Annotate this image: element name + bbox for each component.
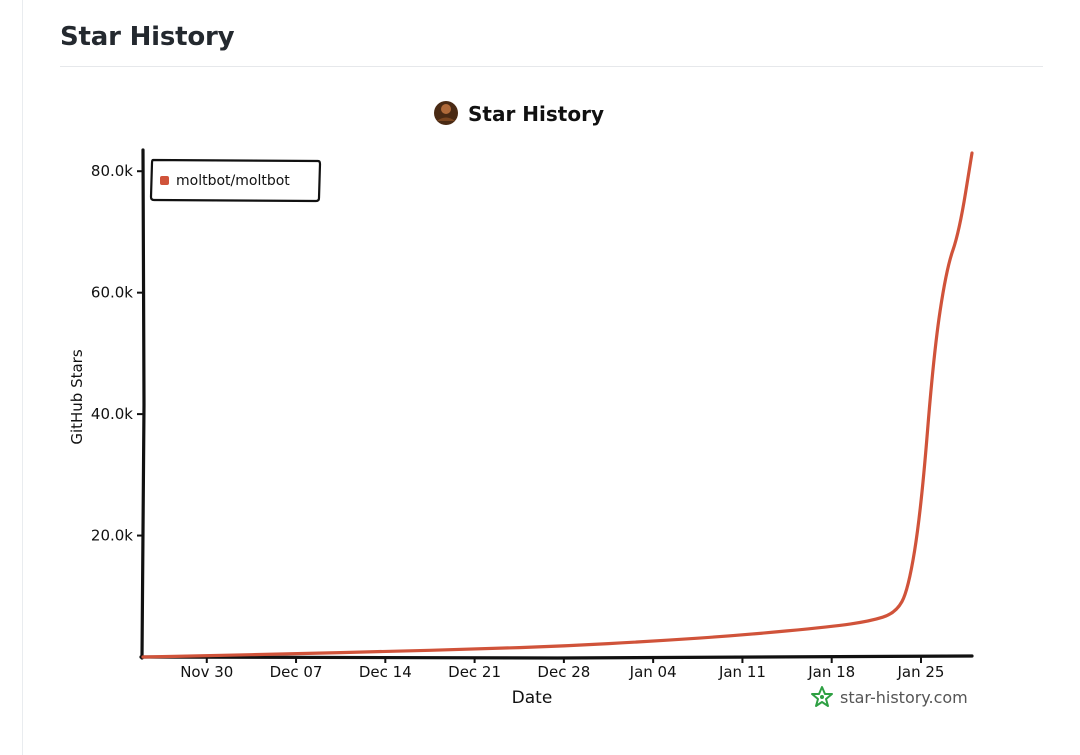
x-axis-line bbox=[139, 654, 974, 660]
legend-entry: moltbot/moltbot bbox=[176, 173, 290, 189]
series-line-moltbot bbox=[141, 151, 974, 659]
x-tick-label: Nov 30 bbox=[180, 663, 233, 681]
x-tick-label: Jan 18 bbox=[807, 663, 855, 681]
watermark[interactable]: star-history.com bbox=[811, 686, 968, 707]
x-tick-label: Dec 07 bbox=[270, 663, 323, 681]
x-tick-label: Jan 11 bbox=[718, 663, 766, 681]
owner-avatar-shoulders bbox=[437, 117, 455, 121]
x-tick-label: Dec 14 bbox=[359, 663, 412, 681]
x-tick-label: Jan 04 bbox=[629, 663, 677, 681]
y-tick-label: 80.0k bbox=[91, 162, 133, 180]
x-tick-label: Dec 28 bbox=[537, 663, 590, 681]
watermark-text: star-history.com bbox=[840, 688, 968, 707]
y-axis-ticks: 20.0k 40.0k 60.0k 80.0k bbox=[91, 162, 143, 545]
legend-box bbox=[149, 158, 322, 203]
heading-divider bbox=[60, 66, 1043, 67]
page-title: Star History bbox=[60, 22, 235, 52]
chart-title: Star History bbox=[468, 102, 604, 126]
chart-title-group: Star History bbox=[434, 101, 604, 126]
x-axis-ticks: Nov 30 Dec 07 Dec 14 Dec 21 Dec 28 Jan 04 Jan … bbox=[180, 657, 944, 681]
star-history-logo-icon bbox=[811, 686, 833, 707]
series-layer bbox=[141, 151, 974, 659]
chart-legend: moltbot/moltbot bbox=[149, 158, 322, 203]
y-tick-label: 60.0k bbox=[91, 284, 133, 302]
chart-axes bbox=[139, 148, 974, 660]
x-tick-label: Jan 25 bbox=[896, 663, 944, 681]
y-axis-line bbox=[140, 148, 146, 660]
y-tick-label: 40.0k bbox=[91, 405, 133, 423]
y-tick-label: 20.0k bbox=[91, 527, 133, 545]
legend-swatch bbox=[160, 176, 169, 185]
left-border bbox=[22, 0, 23, 755]
owner-avatar-face bbox=[441, 104, 451, 114]
x-tick-label: Dec 21 bbox=[448, 663, 501, 681]
x-axis-label: Date bbox=[512, 688, 553, 708]
y-axis-label: GitHub Stars bbox=[68, 349, 86, 445]
